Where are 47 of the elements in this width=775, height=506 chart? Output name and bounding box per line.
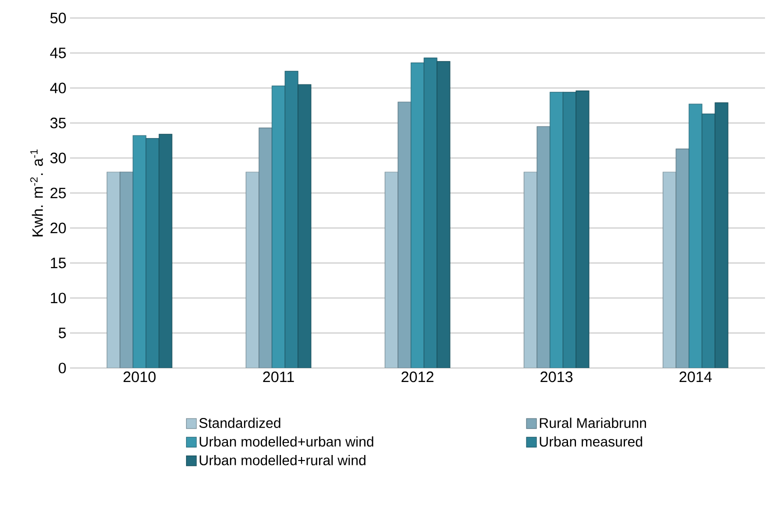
bar [702, 114, 716, 368]
x-tick-label: 2014 [680, 372, 712, 382]
legend-label: Urban modelled+rural wind [200, 454, 366, 466]
y-tick-label: 35 [50, 118, 66, 128]
bar [576, 90, 590, 368]
bar [272, 86, 286, 368]
y-tick-label: 20 [50, 222, 66, 234]
bar [714, 102, 728, 368]
y-tick-label: 50 [50, 12, 66, 24]
bar [410, 62, 424, 368]
bar [688, 104, 702, 368]
bar [158, 134, 172, 368]
bar [246, 172, 260, 368]
y-tick-label: 15 [50, 258, 66, 268]
bar [384, 172, 398, 368]
bar [258, 128, 272, 368]
y-tick-label: 25 [50, 188, 66, 198]
y-tick-label: 5 [58, 328, 66, 338]
bar [536, 126, 550, 368]
y-tick-label: 30 [50, 152, 66, 164]
bar [524, 172, 538, 368]
bar [676, 148, 690, 368]
y-tick-label: 10 [50, 292, 66, 304]
bar [146, 138, 160, 368]
x-tick-label: 2013 [540, 372, 573, 382]
x-tick-label: 2012 [402, 372, 434, 382]
legend-label: Rural Mariabrunn [540, 418, 646, 428]
x-tick-label: 2010 [124, 372, 156, 382]
bar [662, 172, 676, 368]
bar [424, 58, 438, 368]
y-tick-label: 45 [50, 48, 66, 58]
bar [132, 135, 146, 368]
bar [284, 70, 298, 368]
bar [106, 172, 120, 368]
y-tick-label: 0 [58, 362, 66, 374]
bar [120, 172, 134, 368]
legend-label: Urban measured [540, 436, 642, 447]
bar [298, 84, 312, 368]
bar [436, 61, 450, 368]
y-tick-label: 40 [50, 82, 66, 94]
legend-label: Urban modelled+urban wind [200, 436, 374, 447]
bar [398, 102, 412, 368]
bar [562, 92, 576, 368]
y-axis-title: Kwh. m$^{-2}$. a$^{-1}$ [30, 149, 43, 236]
legend-label: Standardized [199, 418, 280, 428]
bar [550, 92, 564, 368]
x-tick-label: 2011 [263, 372, 294, 382]
